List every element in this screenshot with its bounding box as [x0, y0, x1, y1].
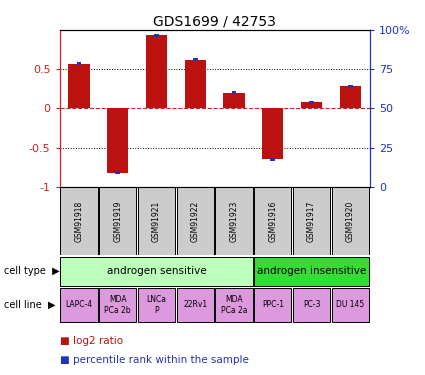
FancyBboxPatch shape	[177, 288, 214, 322]
Text: GSM91917: GSM91917	[307, 200, 316, 242]
Text: GSM91919: GSM91919	[113, 200, 122, 242]
Bar	[107, 108, 128, 172]
FancyBboxPatch shape	[138, 188, 175, 255]
Text: GSM91922: GSM91922	[191, 201, 200, 242]
FancyBboxPatch shape	[254, 188, 292, 255]
Text: MDA
PCa 2b: MDA PCa 2b	[105, 295, 131, 315]
FancyBboxPatch shape	[177, 188, 214, 255]
Bar	[270, 158, 275, 161]
FancyBboxPatch shape	[332, 188, 369, 255]
Bar	[309, 100, 314, 104]
FancyBboxPatch shape	[60, 188, 97, 255]
Bar	[348, 85, 353, 88]
Text: androgen insensitive: androgen insensitive	[257, 266, 366, 276]
FancyBboxPatch shape	[215, 188, 252, 255]
Text: GSM91923: GSM91923	[230, 200, 238, 242]
Text: ■ percentile rank within the sample: ■ percentile rank within the sample	[60, 355, 248, 365]
FancyBboxPatch shape	[60, 288, 97, 322]
Bar	[224, 93, 245, 108]
Bar	[232, 91, 236, 94]
Text: androgen sensitive: androgen sensitive	[107, 266, 206, 276]
Text: GSM91921: GSM91921	[152, 201, 161, 242]
Text: PC-3: PC-3	[303, 300, 320, 309]
Text: LNCa
P: LNCa P	[147, 295, 167, 315]
Text: cell line  ▶: cell line ▶	[4, 300, 56, 310]
Bar	[340, 87, 361, 108]
Bar	[301, 102, 322, 108]
FancyBboxPatch shape	[254, 256, 369, 286]
Text: MDA
PCa 2a: MDA PCa 2a	[221, 295, 247, 315]
Bar	[184, 60, 206, 108]
FancyBboxPatch shape	[254, 288, 292, 322]
Text: 22Rv1: 22Rv1	[183, 300, 207, 309]
Bar	[193, 58, 198, 62]
FancyBboxPatch shape	[99, 188, 136, 255]
Bar	[262, 108, 283, 159]
Title: GDS1699 / 42753: GDS1699 / 42753	[153, 15, 276, 29]
FancyBboxPatch shape	[138, 288, 175, 322]
Text: GSM91916: GSM91916	[268, 200, 277, 242]
Text: LAPC-4: LAPC-4	[65, 300, 93, 309]
FancyBboxPatch shape	[332, 288, 369, 322]
Text: cell type  ▶: cell type ▶	[4, 266, 60, 276]
Bar	[115, 171, 120, 174]
FancyBboxPatch shape	[99, 288, 136, 322]
Bar	[146, 36, 167, 108]
FancyBboxPatch shape	[215, 288, 252, 322]
Text: ■ log2 ratio: ■ log2 ratio	[60, 336, 123, 346]
FancyBboxPatch shape	[293, 288, 330, 322]
Bar	[76, 62, 81, 65]
Bar	[154, 34, 159, 37]
Bar	[68, 64, 90, 108]
FancyBboxPatch shape	[293, 188, 330, 255]
FancyBboxPatch shape	[60, 256, 252, 286]
Text: PPC-1: PPC-1	[262, 300, 284, 309]
Text: GSM91918: GSM91918	[74, 201, 83, 242]
Text: DU 145: DU 145	[336, 300, 365, 309]
Text: GSM91920: GSM91920	[346, 200, 355, 242]
